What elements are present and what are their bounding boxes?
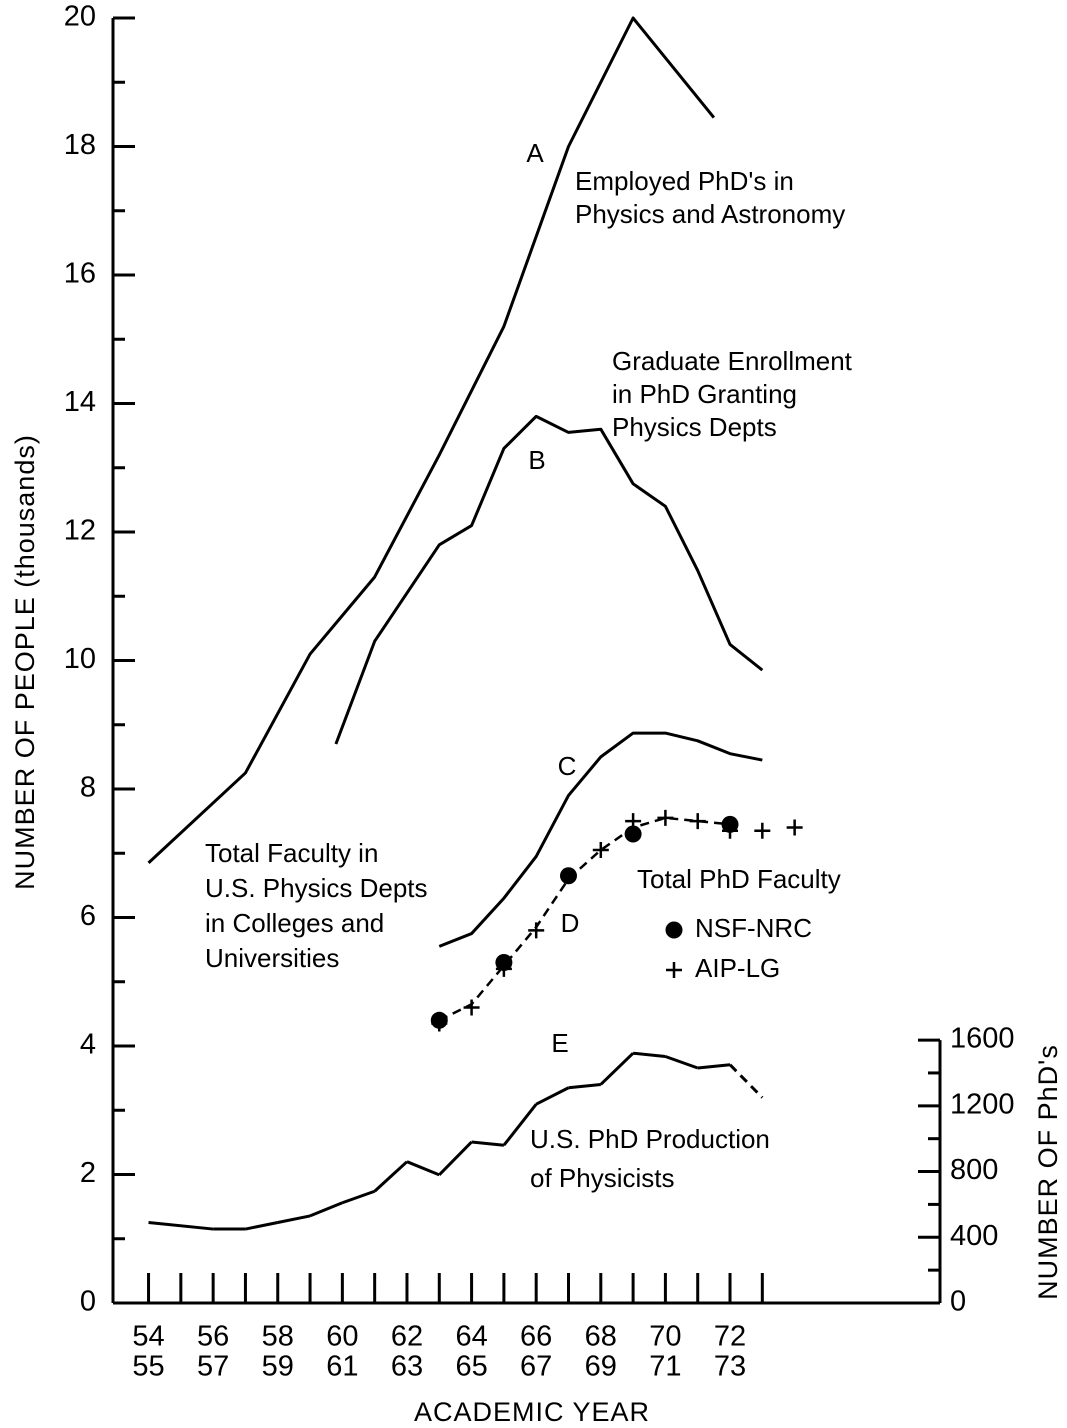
x-tick-label: 59 xyxy=(262,1351,294,1383)
x-tick-label: 66 xyxy=(520,1321,552,1353)
annotation: in Colleges and xyxy=(205,908,384,938)
series-line xyxy=(334,414,764,745)
plus-marker xyxy=(657,809,674,826)
line-segment xyxy=(599,1052,635,1086)
line-segment xyxy=(664,1055,699,1070)
annotation: Physics and Astronomy xyxy=(575,199,845,229)
series-label: E xyxy=(551,1028,568,1058)
plus-marker xyxy=(431,1015,448,1032)
plus-marker xyxy=(463,999,480,1016)
line-segment xyxy=(535,1086,570,1106)
x-tick-label: 54 xyxy=(132,1321,164,1353)
line-segment xyxy=(502,1103,538,1147)
annotation: Graduate Enrollment xyxy=(612,346,853,376)
annotation: U.S. Physics Depts xyxy=(205,873,428,903)
x-tick-label: 63 xyxy=(391,1351,423,1383)
plus-marker xyxy=(786,819,803,836)
x-tick-label: 56 xyxy=(197,1321,229,1353)
series-label: A xyxy=(526,138,544,168)
plus-marker xyxy=(495,960,512,977)
series-line xyxy=(147,16,716,864)
dot-marker xyxy=(559,867,577,885)
line-segment xyxy=(471,1140,505,1147)
x-tick-label: 70 xyxy=(649,1321,681,1353)
dot-marker xyxy=(624,825,642,843)
y-tick-label: 10 xyxy=(64,643,96,675)
line-segment xyxy=(148,1220,214,1231)
legend-label: NSF-NRC xyxy=(695,913,812,943)
y-tick-label: 4 xyxy=(80,1029,96,1061)
line-segment xyxy=(373,1160,408,1193)
series-line xyxy=(438,816,731,1022)
series-line xyxy=(438,731,763,948)
plus-marker xyxy=(666,962,682,978)
annotation: Universities xyxy=(205,943,339,973)
y-tick-label: 18 xyxy=(64,129,96,161)
plus-marker xyxy=(689,813,706,830)
plus-marker xyxy=(592,842,609,859)
y2-tick-label: 0 xyxy=(950,1286,966,1318)
annotation: Total Faculty in xyxy=(205,838,378,868)
line-segment xyxy=(245,1221,279,1231)
line-segment xyxy=(341,1189,376,1205)
y2-axis-label: NUMBER OF PhD's xyxy=(1033,1044,1063,1300)
annotation: Employed PhD's in xyxy=(575,166,794,196)
y2-tick-label: 1600 xyxy=(950,1023,1015,1055)
annotation: Physics Depts xyxy=(612,412,777,442)
y2-tick-label: 400 xyxy=(950,1220,998,1252)
annotation: in PhD Granting xyxy=(612,379,797,409)
y-tick-label: 16 xyxy=(64,258,96,290)
annotation: of Physicists xyxy=(530,1163,675,1193)
x-tick-label: 64 xyxy=(455,1321,487,1353)
x-axis-label: ACADEMIC YEAR xyxy=(414,1397,650,1427)
plus-marker xyxy=(722,822,739,839)
y2-tick-label: 1200 xyxy=(950,1088,1015,1120)
line-segment xyxy=(309,1201,343,1218)
y-tick-label: 12 xyxy=(64,515,96,547)
plus-marker xyxy=(625,813,642,830)
x-tick-label: 62 xyxy=(391,1321,423,1353)
dot-marker xyxy=(665,921,683,939)
annotation: U.S. PhD Production xyxy=(530,1124,770,1154)
line-segment xyxy=(277,1214,311,1224)
series-label: D xyxy=(561,908,580,938)
line-segment xyxy=(632,1051,666,1059)
y-tick-label: 2 xyxy=(80,1157,96,1189)
y-tick-label: 20 xyxy=(64,1,96,33)
plus-marker xyxy=(754,822,771,839)
line-segment xyxy=(438,1140,473,1176)
x-tick-label: 72 xyxy=(714,1321,746,1353)
x-tick-label: 65 xyxy=(455,1351,487,1383)
x-tick-label: 69 xyxy=(585,1351,617,1383)
series-label: C xyxy=(558,751,577,781)
y-tick-label: 8 xyxy=(80,772,96,804)
line-segment xyxy=(568,1082,601,1090)
x-tick-label: 58 xyxy=(262,1321,294,1353)
x-tick-label: 57 xyxy=(197,1351,229,1383)
x-tick-label: 68 xyxy=(585,1321,617,1353)
y-tick-label: 14 xyxy=(64,386,96,418)
plus-marker xyxy=(528,922,545,939)
y-tick-label: 0 xyxy=(80,1286,96,1318)
x-tick-label: 73 xyxy=(714,1351,746,1383)
x-tick-label: 61 xyxy=(326,1351,358,1383)
y2-tick-label: 800 xyxy=(950,1154,998,1186)
line-segment xyxy=(697,1063,731,1070)
legend-label: AIP-LG xyxy=(695,953,780,983)
y-axis-label: NUMBER OF PEOPLE (thousands) xyxy=(10,434,40,890)
x-tick-label: 67 xyxy=(520,1351,552,1383)
line-segment xyxy=(406,1160,440,1177)
legend-title: Total PhD Faculty xyxy=(637,864,841,894)
x-tick-label: 55 xyxy=(132,1351,164,1383)
line-segment-dashed xyxy=(728,1063,764,1099)
x-tick-label: 60 xyxy=(326,1321,358,1353)
x-tick-label: 71 xyxy=(649,1351,681,1383)
series-label: B xyxy=(528,445,545,475)
y-tick-label: 6 xyxy=(80,900,96,932)
